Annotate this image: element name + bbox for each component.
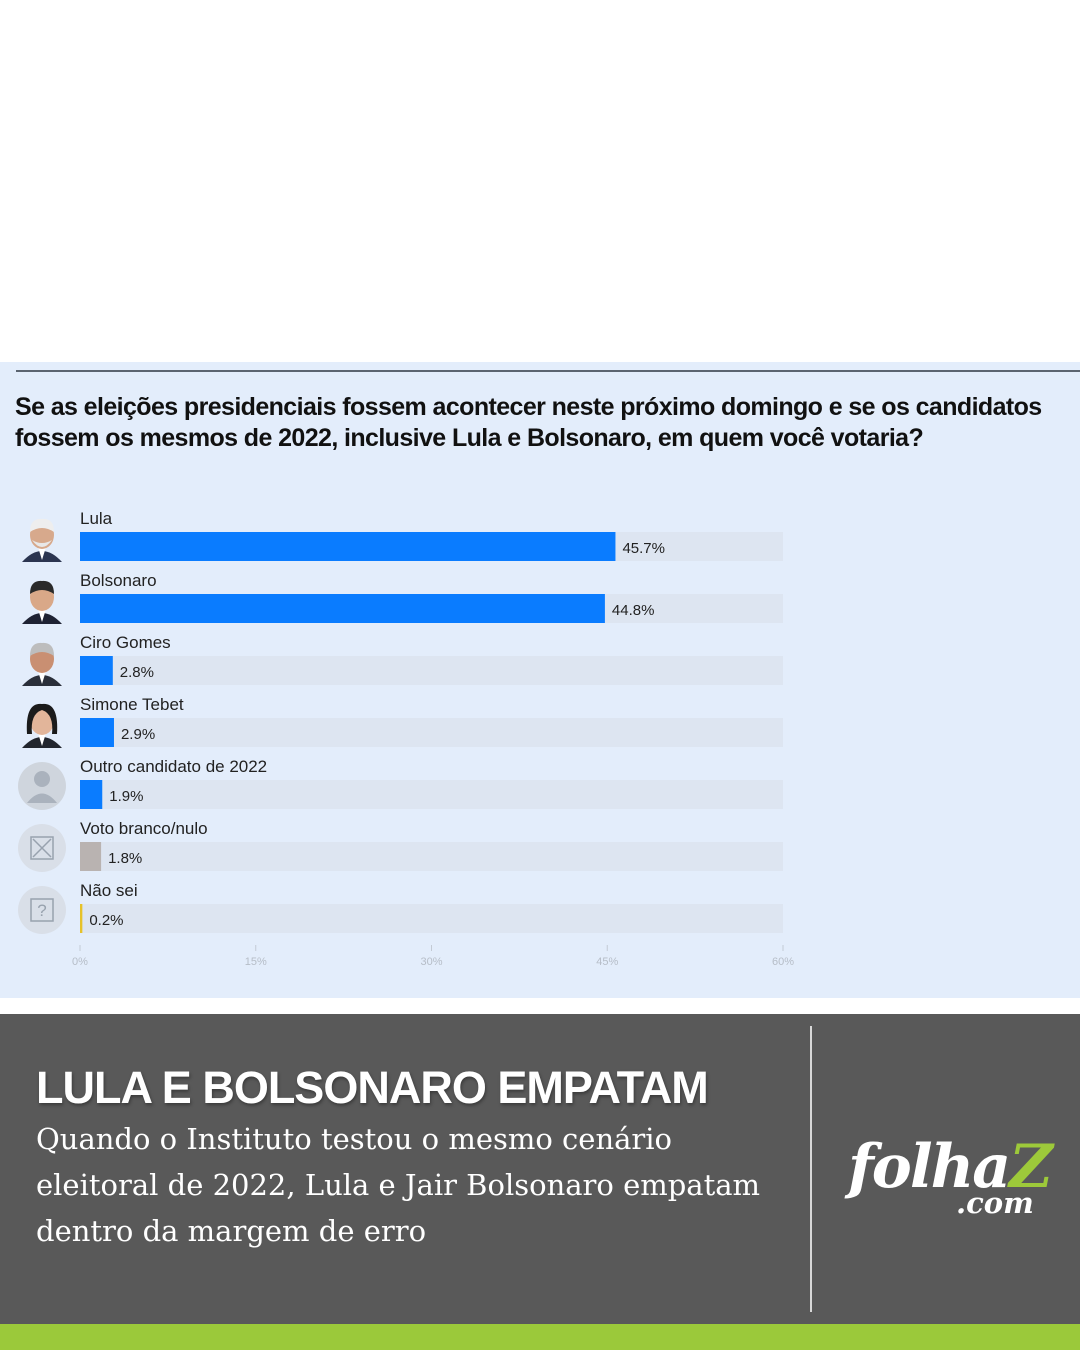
- question-mark-icon: ?: [18, 886, 66, 934]
- x-tick-label: 15%: [245, 956, 267, 968]
- data-label: 2.9%: [121, 726, 155, 743]
- bar: [80, 532, 616, 561]
- category-label: Voto branco/nulo: [80, 819, 208, 838]
- logo-main-text: folha: [848, 1132, 1011, 1202]
- logo-com-text: .com: [956, 1186, 1034, 1220]
- bar: [80, 842, 102, 871]
- chart-title: Se as eleições presidenciais fossem acon…: [15, 393, 1042, 452]
- bar: [80, 904, 83, 933]
- bolsonaro-portrait-icon: [18, 576, 66, 624]
- category-label: Outro candidato de 2022: [80, 757, 267, 776]
- folhaz-logo[interactable]: folhaZ .com: [848, 1132, 1053, 1234]
- bar: [80, 594, 605, 623]
- top-blank-area: [0, 0, 1080, 362]
- headline: LULA E BOLSONARO EMPATAM: [36, 1062, 709, 1113]
- lula-portrait-icon: [18, 514, 66, 562]
- category-label: Lula: [80, 509, 113, 528]
- category-label: Ciro Gomes: [80, 633, 171, 652]
- chart-top-rule: [16, 370, 1080, 372]
- generic-person-icon: [18, 762, 66, 810]
- simone-tebet-portrait-icon: [18, 700, 66, 748]
- data-label: 44.8%: [612, 602, 655, 619]
- x-tick-label: 60%: [772, 956, 794, 968]
- category-label: Bolsonaro: [80, 571, 157, 590]
- bar-chart: Lula 45.7% Bolsonaro 44.8% Ciro Gomes 2.8% Sim…: [18, 509, 794, 968]
- logo-z-letter: Z: [1009, 1132, 1053, 1202]
- bar: [80, 718, 114, 747]
- bar-track: [80, 780, 783, 809]
- ciro-gomes-portrait-icon: [18, 638, 66, 686]
- bar: [80, 780, 103, 809]
- svg-text:?: ?: [37, 901, 46, 920]
- data-label: 1.8%: [108, 850, 142, 867]
- bar-track: [80, 656, 783, 685]
- x-tick-label: 45%: [596, 956, 618, 968]
- data-label: 0.2%: [89, 912, 123, 929]
- accent-stripe: [0, 1324, 1080, 1350]
- caption-panel: LULA E BOLSONARO EMPATAM Quando o Instit…: [0, 1014, 1080, 1324]
- category-label: Não sei: [80, 881, 138, 900]
- data-label: 45.7%: [622, 540, 665, 557]
- data-label: 1.9%: [109, 788, 143, 805]
- chart-panel: Se as eleições presidenciais fossem acon…: [0, 362, 1080, 998]
- blank-vote-x-icon: [18, 824, 66, 872]
- vertical-divider: [810, 1026, 812, 1312]
- x-tick-label: 30%: [420, 956, 442, 968]
- bar-track: [80, 842, 783, 871]
- bar: [80, 656, 113, 685]
- category-label: Simone Tebet: [80, 695, 184, 714]
- bar-track: [80, 718, 783, 747]
- caption-body: Quando o Instituto testou o mesmo cenári…: [36, 1122, 761, 1248]
- data-label: 2.8%: [120, 664, 154, 681]
- x-tick-label: 0%: [72, 956, 88, 968]
- logo-wordmark: folhaZ: [848, 1132, 1053, 1202]
- bar-track: [80, 904, 783, 933]
